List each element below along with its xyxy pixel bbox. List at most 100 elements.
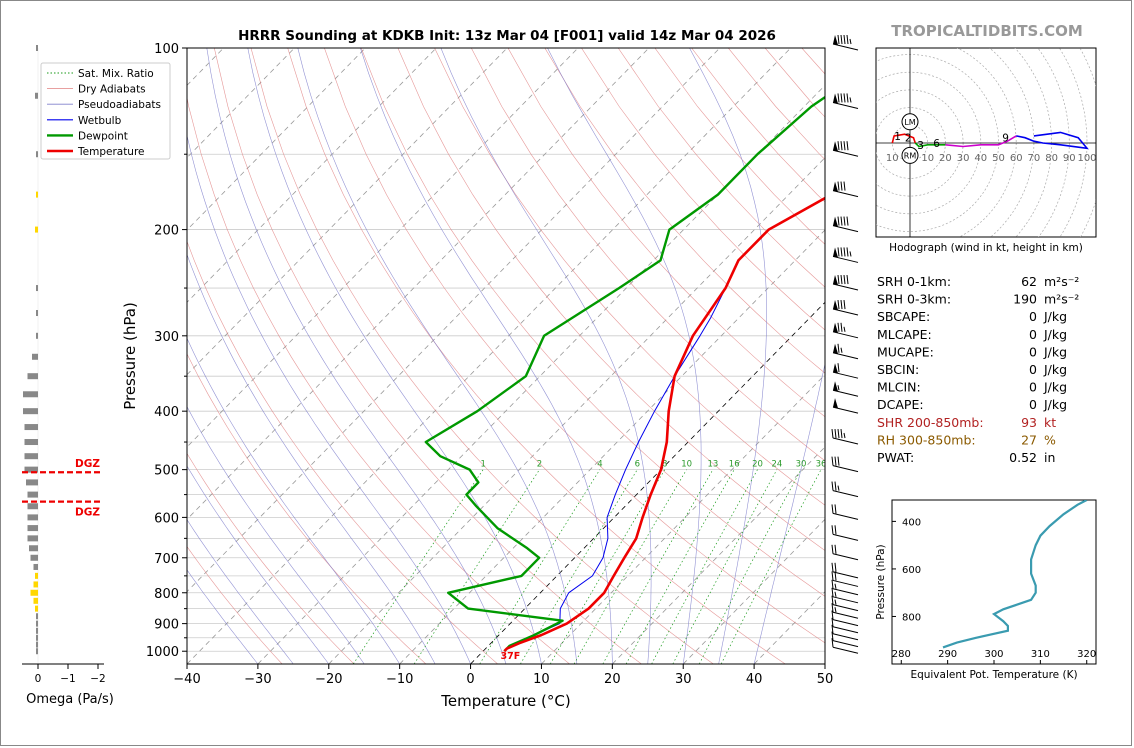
index-row: MUCAPE: 0 J/kg	[877, 344, 1067, 359]
barb-flag	[831, 504, 834, 514]
mixing-ratio-line	[698, 469, 802, 664]
barb-staff	[832, 255, 859, 263]
omega-bar	[35, 226, 38, 233]
barb-flag	[840, 93, 843, 103]
omega-bar	[27, 514, 38, 521]
barb-flag	[834, 544, 837, 554]
pseudoadiabat	[187, 253, 436, 664]
barb-flag	[837, 343, 840, 353]
x-tick-label: 40	[746, 672, 763, 687]
omega-bar	[36, 627, 38, 634]
barb-pennant	[833, 343, 838, 354]
dry-adiabat	[187, 240, 498, 664]
pseudoadiabat	[187, 405, 365, 664]
barb-staff	[832, 533, 859, 541]
hodograph-height-label: 6	[933, 138, 940, 150]
wind-barb	[831, 631, 859, 648]
storm-motion-label: LM	[904, 118, 915, 127]
omega-x-tick-label: −1	[60, 673, 75, 685]
y-tick-label: 200	[154, 224, 179, 239]
omega-bar	[24, 453, 38, 460]
wind-barb	[831, 544, 859, 561]
barb-staff	[832, 512, 859, 520]
x-tick-label: −10	[386, 672, 413, 687]
barb-flag	[831, 624, 834, 634]
barb-staff	[832, 553, 859, 561]
barb-staff	[832, 389, 859, 397]
hodograph-trace	[914, 142, 946, 148]
barb-flag	[843, 299, 846, 310]
y-tick-label: 100	[154, 42, 179, 57]
barb-flag	[837, 322, 840, 332]
index-unit: J/kg	[1043, 309, 1067, 324]
wind-barb	[831, 579, 859, 596]
hodograph-ring-label: 20	[939, 153, 952, 164]
omega-bar	[24, 466, 38, 473]
hodograph-trace	[945, 135, 1017, 148]
barb-staff	[832, 371, 859, 379]
barb-staff	[832, 465, 859, 473]
omega-xlabel: Omega (Pa/s)	[26, 692, 114, 707]
hodograph-trace	[891, 133, 917, 144]
index-row: SRH 0-1km: 62 m²s⁻²	[877, 274, 1079, 289]
barb-flag	[831, 428, 834, 439]
omega-bar	[36, 285, 38, 292]
mixing-ratio-line	[651, 469, 758, 664]
omega-bar	[27, 491, 38, 498]
index-value: 0.52	[1009, 450, 1037, 465]
omega-bar	[36, 641, 38, 648]
wind-barb	[832, 181, 859, 198]
hodograph-height-label: 3	[917, 140, 924, 152]
barb-flag	[831, 525, 834, 535]
barb-flag	[831, 610, 834, 620]
surface-temp-label: 37F	[500, 651, 520, 662]
x-tick-label: −30	[244, 672, 271, 687]
wind-barb	[831, 624, 859, 641]
barb-flag	[834, 571, 837, 581]
hodograph-height-label: 9	[1002, 133, 1009, 145]
wind-barb	[832, 299, 859, 316]
mixing-ratio-line	[479, 469, 601, 664]
barb-pennant	[833, 93, 838, 104]
theta-e-plot	[942, 500, 1088, 649]
barb-flag	[840, 322, 843, 332]
index-row: SBCIN: 0 J/kg	[877, 362, 1067, 377]
mixing-ratio-label: 10	[681, 460, 692, 470]
y-tick-label: 800	[154, 587, 179, 602]
pseudoadiabat	[187, 465, 330, 664]
wind-barb	[832, 381, 859, 397]
y-tick-label: 600	[154, 511, 179, 526]
temperature-profile	[503, 196, 825, 653]
pseudoadiabat	[360, 48, 613, 664]
wind-barb	[831, 617, 859, 634]
barb-flag	[843, 181, 846, 191]
legend-label: Dewpoint	[78, 130, 128, 142]
legend-label: Dry Adiabats	[78, 84, 146, 96]
omega-bar	[36, 151, 38, 158]
index-value: 27	[1021, 432, 1037, 447]
mixing-ratio-label: 13	[708, 460, 719, 470]
index-row: SRH 0-3km: 190 m²s⁻²	[877, 292, 1079, 307]
wind-barb	[831, 638, 859, 654]
barb-pennant	[833, 275, 838, 286]
hodograph-height-label: 2	[905, 133, 912, 145]
index-label: DCAPE:	[877, 397, 924, 412]
index-unit: kt	[1044, 415, 1056, 430]
barb-flag	[831, 603, 834, 613]
index-row: SHR 200-850mb: 93 kt	[877, 415, 1056, 430]
mixing-ratio-line	[413, 469, 540, 664]
barb-flag	[846, 141, 849, 151]
omega-bar	[23, 408, 38, 415]
dry-adiabat	[287, 48, 786, 664]
wind-barb	[831, 562, 859, 579]
barb-flag	[843, 141, 846, 151]
barb-flag	[840, 181, 843, 191]
barb-flag	[843, 247, 846, 257]
mixing-ratio-label: 36	[816, 460, 827, 470]
index-value: 0	[1029, 380, 1037, 395]
theta-e-xlabel: Equivalent Pot. Temperature (K)	[910, 669, 1077, 681]
omega-bar	[26, 479, 38, 486]
hodograph-trace	[1016, 131, 1089, 150]
pseudoadiabat	[206, 48, 507, 664]
omega-x-tick-label: 0	[35, 673, 42, 685]
